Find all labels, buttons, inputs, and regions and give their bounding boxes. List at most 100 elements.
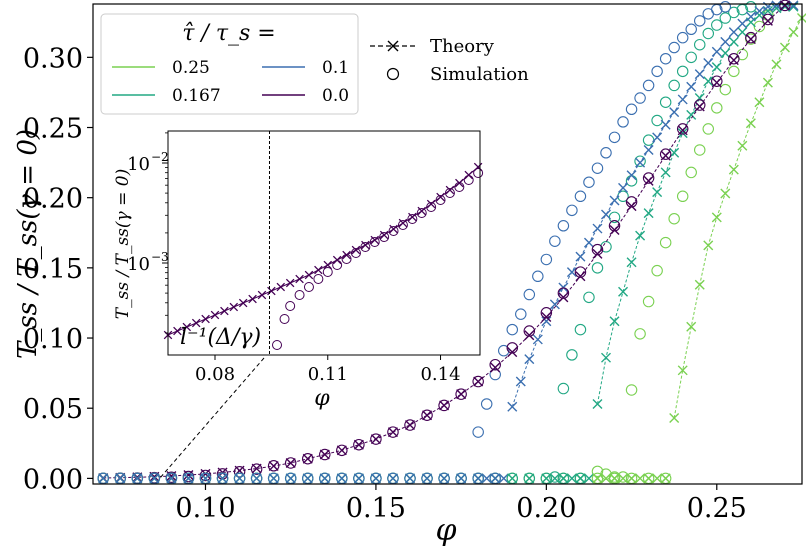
theory-point [669,107,680,118]
legend-entry-simulation: Simulation [386,64,529,85]
theory-point [336,473,347,484]
inset-theory-point [210,310,220,320]
main-y-axis-label: T_ss / T_ss(γ = 0) [13,129,43,359]
simulation-point [702,123,715,135]
theory-point [618,286,629,297]
theory-point [473,376,484,387]
theory-line-0.167 [596,6,794,405]
main-x-axis-label: φ [435,513,456,548]
inset-simulation-point [369,237,380,247]
theory-point [652,187,663,198]
simulation-point [532,270,544,283]
theory-point [609,473,620,484]
theory-point [660,119,671,130]
simulation-point [728,52,740,65]
theory-point [652,132,663,143]
simulation-point [489,368,501,381]
simulation-point [676,190,689,203]
inset-theory-point [238,298,248,308]
theory-point [788,0,799,11]
theory-point [532,334,543,345]
simulation-point [642,79,655,92]
simulation-point [642,295,655,308]
simulation-point [676,123,689,135]
simulation-point [634,92,646,104]
simulation-point [591,162,604,174]
theory-point [711,62,722,73]
theory-point [754,97,765,108]
theory-point [788,27,799,38]
theory-line-0.25 [673,17,803,419]
inset-simulation-point [397,220,408,230]
legend-label-0.25: 0.25 [172,58,210,78]
inset-simulation-point [379,232,390,242]
theory-point [626,201,637,212]
inset-theory-point [220,306,229,316]
simulation-point [719,83,732,96]
theory-point [635,157,646,168]
simulation-point [489,358,501,371]
simulation-point [728,65,740,78]
theory-point [285,457,296,468]
theory-point [643,473,654,484]
theory-point [566,473,577,484]
simulation-point [497,344,510,357]
simulation-point [557,382,570,395]
series-0.0 [97,0,791,484]
simulation-point [711,102,723,114]
theory-point [575,251,586,262]
theory-point [703,57,714,68]
theory-point [388,473,398,484]
simulation-point [659,148,672,160]
theory-point [728,164,739,175]
inset-theory-point [361,240,370,250]
simulation-point [540,307,553,319]
theory-point [779,42,790,53]
theory-point [771,0,782,11]
theory-point [609,224,620,235]
simulation-point [711,19,723,31]
inset-theory-point [351,245,361,255]
inset-simulation-point [285,301,296,311]
simulation-point [566,204,578,217]
theory-point [643,208,654,219]
theory-point [745,11,756,22]
simulation-point [284,457,297,469]
theory-point [618,182,629,193]
theory-point [524,330,535,341]
inset-theory-point [295,274,304,284]
simulation-point [651,264,663,277]
theory-point [370,434,381,445]
inset-x-tick-label: 0.14 [420,364,460,385]
inset-theory-point [257,290,267,300]
theory-point [575,473,586,484]
simulation-point [659,96,672,108]
simulation-point [668,41,680,54]
theory-point [319,449,330,460]
theory-point [132,473,143,484]
theory-point [524,354,535,365]
legend-simulation-marker-icon [386,67,400,81]
simulation-point [557,287,570,299]
simulation-point [591,262,604,274]
simulation-point [779,0,791,12]
series-0.167 [549,1,799,484]
theory-point [558,473,569,484]
inset-background [168,131,480,355]
simulation-point [625,384,638,396]
simulation-point [693,99,706,111]
simulation-point [668,212,680,225]
theory-point [643,175,654,186]
main-y-axis-label-text: T_ss / T_ss(γ = 0) [13,129,43,359]
main-axes-frame [92,3,803,485]
theory-point [217,473,228,484]
simulation-point [353,438,365,451]
simulation-point [676,65,689,78]
inset-theory-point [436,192,445,202]
inset-simulation-point [322,267,333,277]
inset-theory-point [323,260,333,270]
inset-x-tick-label: 0.11 [308,364,348,385]
theory-point [285,473,296,484]
inset-theory-point [182,322,192,332]
